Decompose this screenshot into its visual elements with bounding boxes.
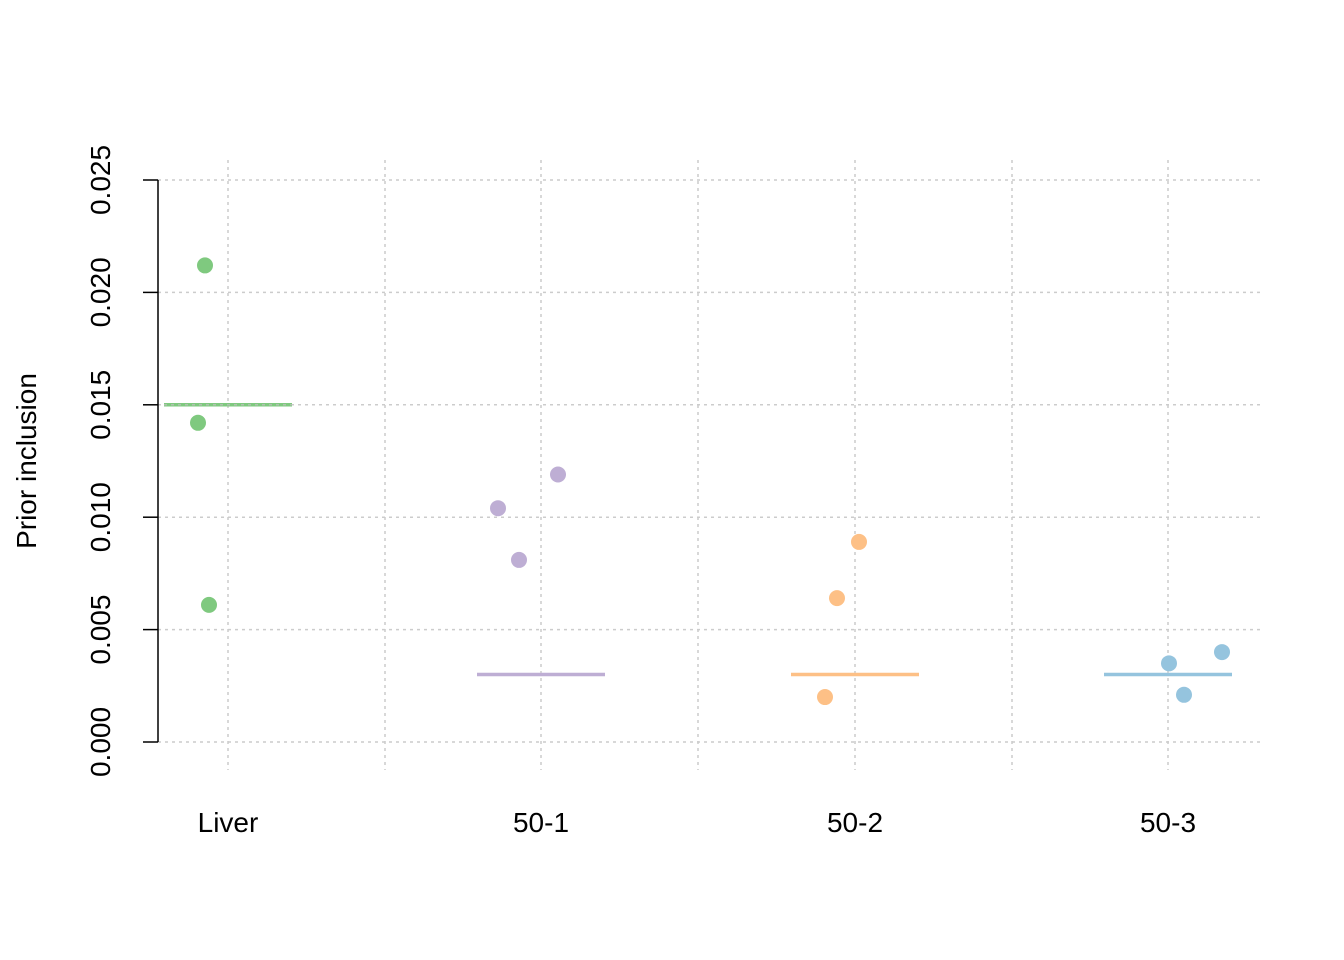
x-category-label: Liver [198,807,259,838]
category-labels: Liver 50-1 50-2 50-3 [198,807,1196,838]
y-tick-label: 0.010 [85,482,116,552]
x-category-label: 50-3 [1140,807,1196,838]
data-point [817,689,833,706]
y-tick-label: 0.015 [85,370,116,440]
data-point [829,590,845,607]
data-point [197,257,213,274]
data-point [490,500,506,517]
data-point [851,533,867,550]
y-tick-label: 0.025 [85,145,116,215]
data-point [550,466,566,483]
data-point [511,551,527,568]
data-point [1161,655,1177,672]
y-axis-title: Prior inclusion [11,373,42,549]
y-axis: 0.000 0.005 0.010 0.015 0.020 0.025 [85,145,159,777]
y-tick-label: 0.000 [85,707,116,777]
x-category-label: 50-1 [513,807,569,838]
y-tick-label: 0.020 [85,257,116,327]
data-points [190,257,1230,706]
reference-lines [164,403,1232,677]
x-category-label: 50-2 [827,807,883,838]
data-point [1214,644,1230,661]
data-point [1176,686,1192,703]
data-point [190,414,206,431]
data-point [201,596,217,613]
y-tick-label: 0.005 [85,595,116,665]
grid-layer [158,160,1264,770]
